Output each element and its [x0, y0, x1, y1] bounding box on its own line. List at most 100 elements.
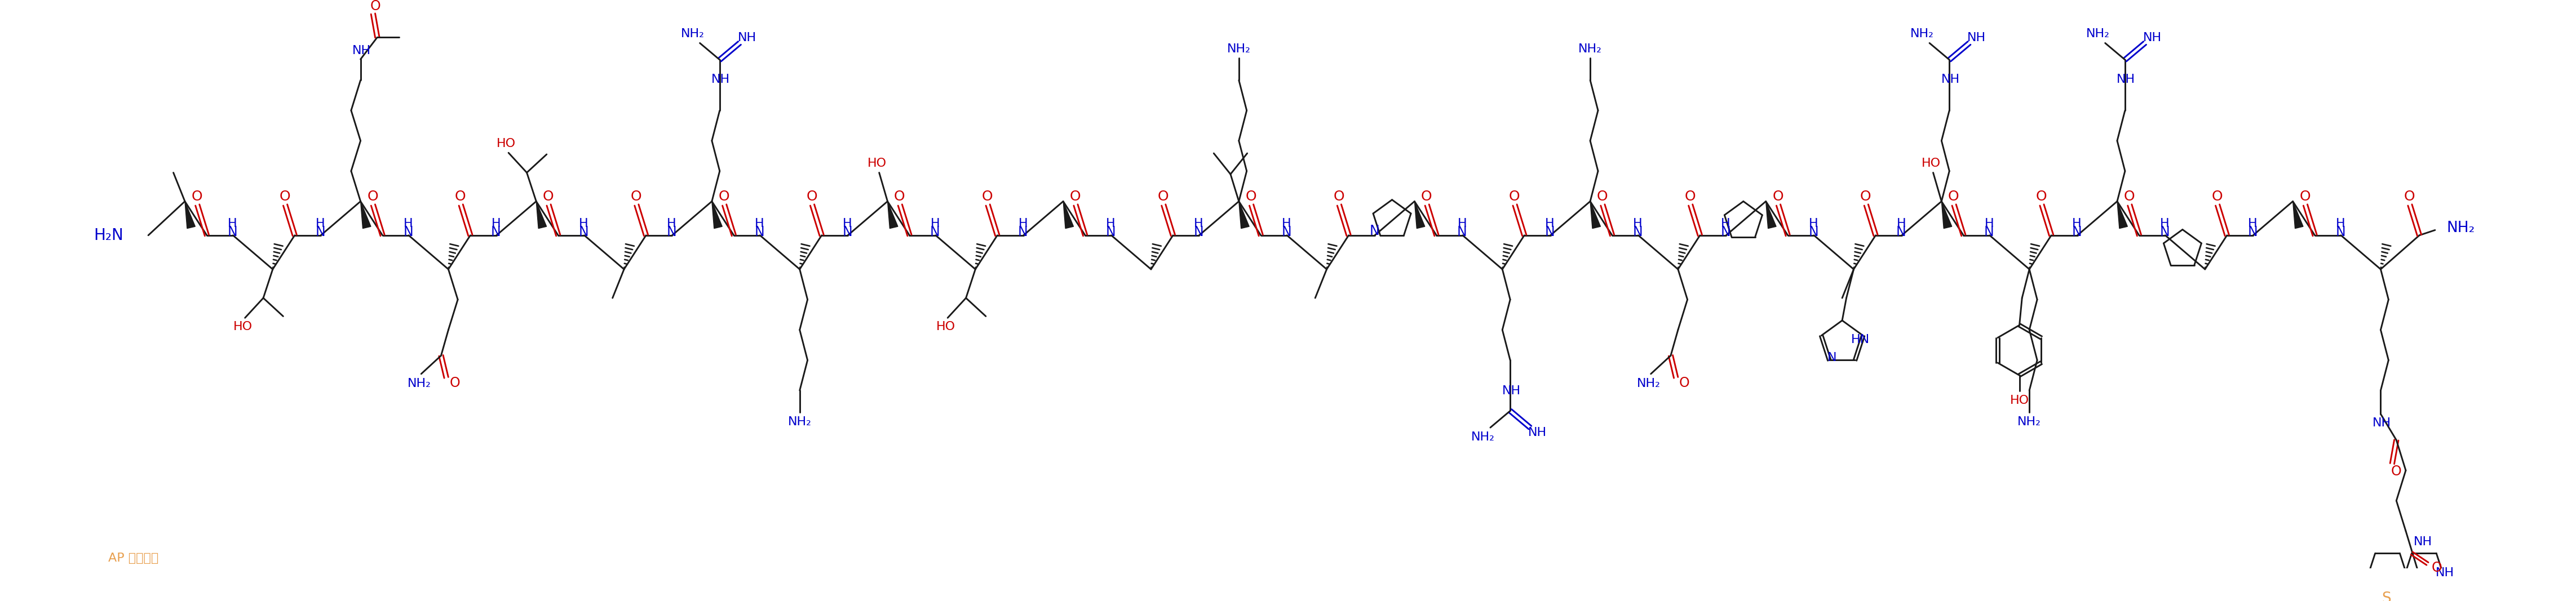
Text: HO: HO	[868, 157, 886, 169]
Text: H: H	[492, 218, 500, 230]
Text: NH: NH	[2117, 74, 2136, 85]
Text: N: N	[1896, 225, 1906, 239]
Text: AP 专肽生物: AP 专肽生物	[108, 552, 157, 564]
Text: H: H	[2161, 218, 2169, 230]
Text: O: O	[1069, 190, 1082, 203]
Text: HO: HO	[935, 321, 956, 332]
Text: H: H	[1896, 218, 1906, 230]
Text: H: H	[755, 218, 765, 230]
Text: O: O	[1680, 376, 1690, 389]
Text: NH₂: NH₂	[1636, 377, 1662, 389]
Text: O: O	[1685, 190, 1695, 203]
Text: NH: NH	[1968, 32, 1986, 43]
Text: S: S	[2383, 591, 2391, 601]
Polygon shape	[1589, 201, 1600, 228]
Text: O: O	[1597, 190, 1607, 203]
Text: N: N	[930, 225, 940, 239]
Text: H: H	[2249, 218, 2257, 230]
Text: O: O	[278, 190, 291, 203]
Text: O: O	[371, 0, 381, 13]
Text: NH₂: NH₂	[1471, 432, 1494, 442]
Text: O: O	[456, 190, 466, 203]
Text: N: N	[1984, 225, 1994, 239]
Text: H: H	[2071, 218, 2081, 230]
Polygon shape	[536, 201, 546, 228]
Text: O: O	[2300, 190, 2311, 203]
Text: O: O	[631, 190, 641, 203]
Text: NH₂: NH₂	[1226, 43, 1252, 55]
Polygon shape	[2117, 201, 2128, 228]
Text: O: O	[981, 190, 992, 203]
Text: O: O	[1422, 190, 1432, 203]
Text: N: N	[2071, 225, 2081, 239]
Text: H: H	[1193, 218, 1203, 230]
Text: NH₂: NH₂	[1579, 43, 1602, 55]
Text: H: H	[1808, 218, 1819, 230]
Text: N: N	[1370, 224, 1378, 238]
Text: N: N	[1193, 225, 1203, 239]
Text: N: N	[492, 225, 500, 239]
Text: O: O	[2432, 561, 2442, 575]
Polygon shape	[2293, 201, 2303, 228]
Text: O: O	[544, 190, 554, 203]
Text: NH₂: NH₂	[2087, 28, 2110, 39]
Text: N: N	[1546, 225, 1556, 239]
Text: NH: NH	[737, 32, 757, 43]
Text: H: H	[580, 218, 587, 230]
Text: NH₂: NH₂	[2447, 221, 2476, 236]
Text: NH: NH	[1502, 385, 1520, 397]
Text: H: H	[842, 218, 853, 230]
Text: N: N	[314, 225, 325, 239]
Text: NH: NH	[1942, 74, 1960, 85]
Text: O: O	[1334, 190, 1345, 203]
Text: O: O	[366, 190, 379, 203]
Text: NH₂: NH₂	[1911, 28, 1935, 39]
Polygon shape	[1064, 201, 1074, 228]
Text: O: O	[2403, 190, 2414, 203]
Text: HO: HO	[1922, 157, 1940, 169]
Text: HN: HN	[1852, 334, 1870, 346]
Text: O: O	[2391, 465, 2401, 478]
Text: O: O	[894, 190, 904, 203]
Text: O: O	[1772, 190, 1783, 203]
Text: NH₂: NH₂	[680, 28, 703, 39]
Text: NH₂: NH₂	[407, 377, 430, 389]
Text: NH: NH	[2143, 32, 2161, 43]
Polygon shape	[361, 201, 371, 228]
Text: H: H	[2336, 218, 2344, 230]
Polygon shape	[711, 201, 721, 228]
Text: O: O	[806, 190, 817, 203]
Text: N: N	[227, 225, 237, 239]
Text: N: N	[1826, 352, 1837, 363]
Text: N: N	[667, 225, 677, 239]
Text: H₂N: H₂N	[93, 227, 124, 243]
Text: O: O	[2213, 190, 2223, 203]
Text: HO: HO	[2009, 395, 2030, 406]
Text: O: O	[1947, 190, 1960, 203]
Text: NH: NH	[2437, 567, 2455, 578]
Text: NH₂: NH₂	[2017, 416, 2040, 427]
Text: N: N	[580, 225, 590, 239]
Text: N: N	[402, 225, 412, 239]
Text: O: O	[1860, 190, 1870, 203]
Text: HO: HO	[497, 138, 515, 150]
Text: N: N	[1280, 225, 1291, 239]
Text: N: N	[2159, 225, 2169, 239]
Text: N: N	[1808, 225, 1819, 239]
Text: NH: NH	[711, 74, 729, 85]
Text: NH: NH	[2372, 417, 2391, 429]
Text: O: O	[448, 376, 461, 389]
Text: N: N	[1018, 225, 1028, 239]
Text: HO: HO	[234, 321, 252, 332]
Text: H: H	[404, 218, 412, 230]
Text: H: H	[1018, 218, 1028, 230]
Text: O: O	[719, 190, 729, 203]
Text: H: H	[227, 218, 237, 230]
Text: O: O	[1157, 190, 1170, 203]
Text: H: H	[1633, 218, 1643, 230]
Text: O: O	[1244, 190, 1257, 203]
Text: NH: NH	[1528, 427, 1546, 438]
Polygon shape	[1942, 201, 1953, 228]
Text: H: H	[667, 218, 677, 230]
Text: H: H	[1721, 218, 1731, 230]
